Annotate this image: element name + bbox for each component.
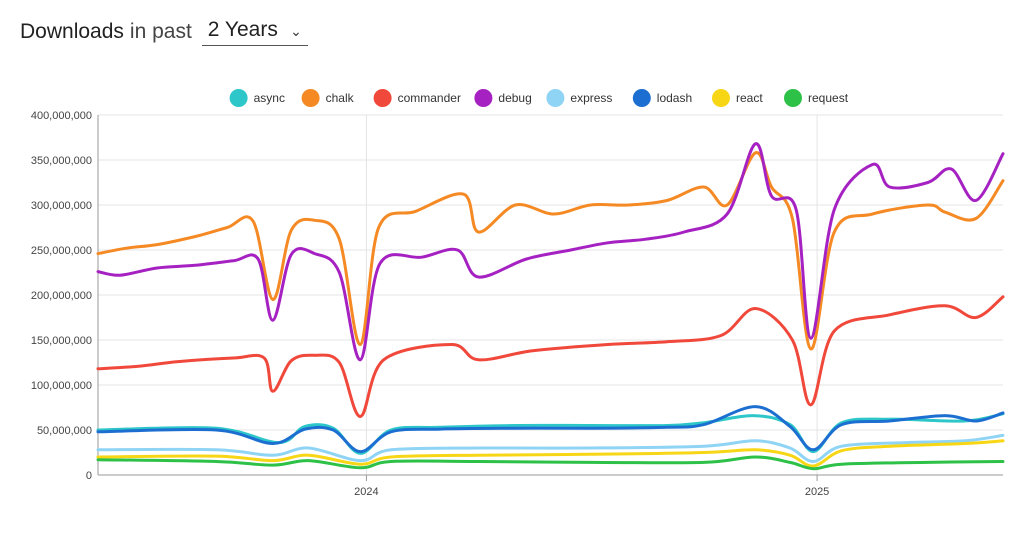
series-line-request	[96, 455, 1005, 471]
series-line-async	[96, 412, 1005, 455]
x-tick-label: 2024	[354, 486, 378, 498]
series-line-lodash	[96, 405, 1005, 454]
y-tick-label: 200,000,000	[31, 290, 92, 302]
legend-item-debug[interactable]: debug	[474, 89, 532, 107]
legend-swatch	[784, 89, 802, 107]
chevron-down-icon: ⌄	[290, 23, 302, 39]
legend-swatch	[229, 89, 248, 107]
legend-item-express[interactable]: express	[546, 89, 612, 107]
y-tick-label: 150,000,000	[31, 335, 92, 347]
legend-swatch	[712, 89, 730, 107]
y-axis: 0 50,000,000 100,000,000 150,000,000 200,000…	[31, 110, 99, 482]
y-tick-label: 0	[86, 470, 92, 482]
series-line-express	[96, 433, 1005, 464]
y-tick-label: 400,000,000	[31, 110, 92, 122]
y-tick-label: 100,000,000	[31, 380, 92, 392]
legend-swatch	[546, 89, 565, 107]
chart-title: Downloads	[20, 20, 124, 43]
legend-label: request	[808, 91, 849, 105]
legend-label: react	[736, 91, 763, 105]
legend-item-commander[interactable]: commander	[373, 89, 461, 107]
legend-label: commander	[398, 91, 461, 105]
legend-swatch	[373, 89, 392, 107]
series-line-debug	[96, 142, 1005, 362]
legend-label: debug	[498, 91, 531, 105]
chart-grid	[98, 114, 1003, 476]
legend-label: express	[570, 91, 612, 105]
chart-title-rest: in past	[129, 20, 192, 43]
legend-swatch	[474, 89, 493, 107]
y-tick-label: 350,000,000	[31, 155, 92, 167]
time-range-value: 2 Years	[207, 18, 278, 41]
x-tick-label: 2025	[805, 486, 829, 498]
legend-swatch	[301, 89, 320, 107]
time-range-select[interactable]: 2 Years ⌄	[201, 18, 308, 46]
chart-legend[interactable]: async chalk commander debug express lodash rea…	[229, 89, 849, 107]
legend-label: async	[254, 91, 285, 105]
y-tick-label: 300,000,000	[31, 200, 92, 212]
legend-item-chalk[interactable]: chalk	[301, 89, 355, 107]
y-tick-label: 50,000,000	[37, 425, 92, 437]
series-line-chalk	[96, 151, 1005, 351]
legend-item-request[interactable]: request	[784, 89, 849, 107]
series-line-react	[96, 439, 1005, 468]
x-axis: 2024 2025	[98, 474, 1003, 498]
series-line-commander	[96, 295, 1005, 418]
legend-item-lodash[interactable]: lodash	[632, 89, 692, 107]
legend-item-async[interactable]: async	[229, 89, 285, 107]
series-lines	[96, 142, 1005, 471]
legend-label: lodash	[657, 91, 692, 105]
chart-header: Downloads in past 2 Years ⌄	[20, 14, 308, 50]
y-tick-label: 250,000,000	[31, 245, 92, 257]
legend-item-react[interactable]: react	[712, 89, 763, 107]
legend-swatch	[632, 89, 651, 107]
legend-label: chalk	[326, 91, 355, 105]
